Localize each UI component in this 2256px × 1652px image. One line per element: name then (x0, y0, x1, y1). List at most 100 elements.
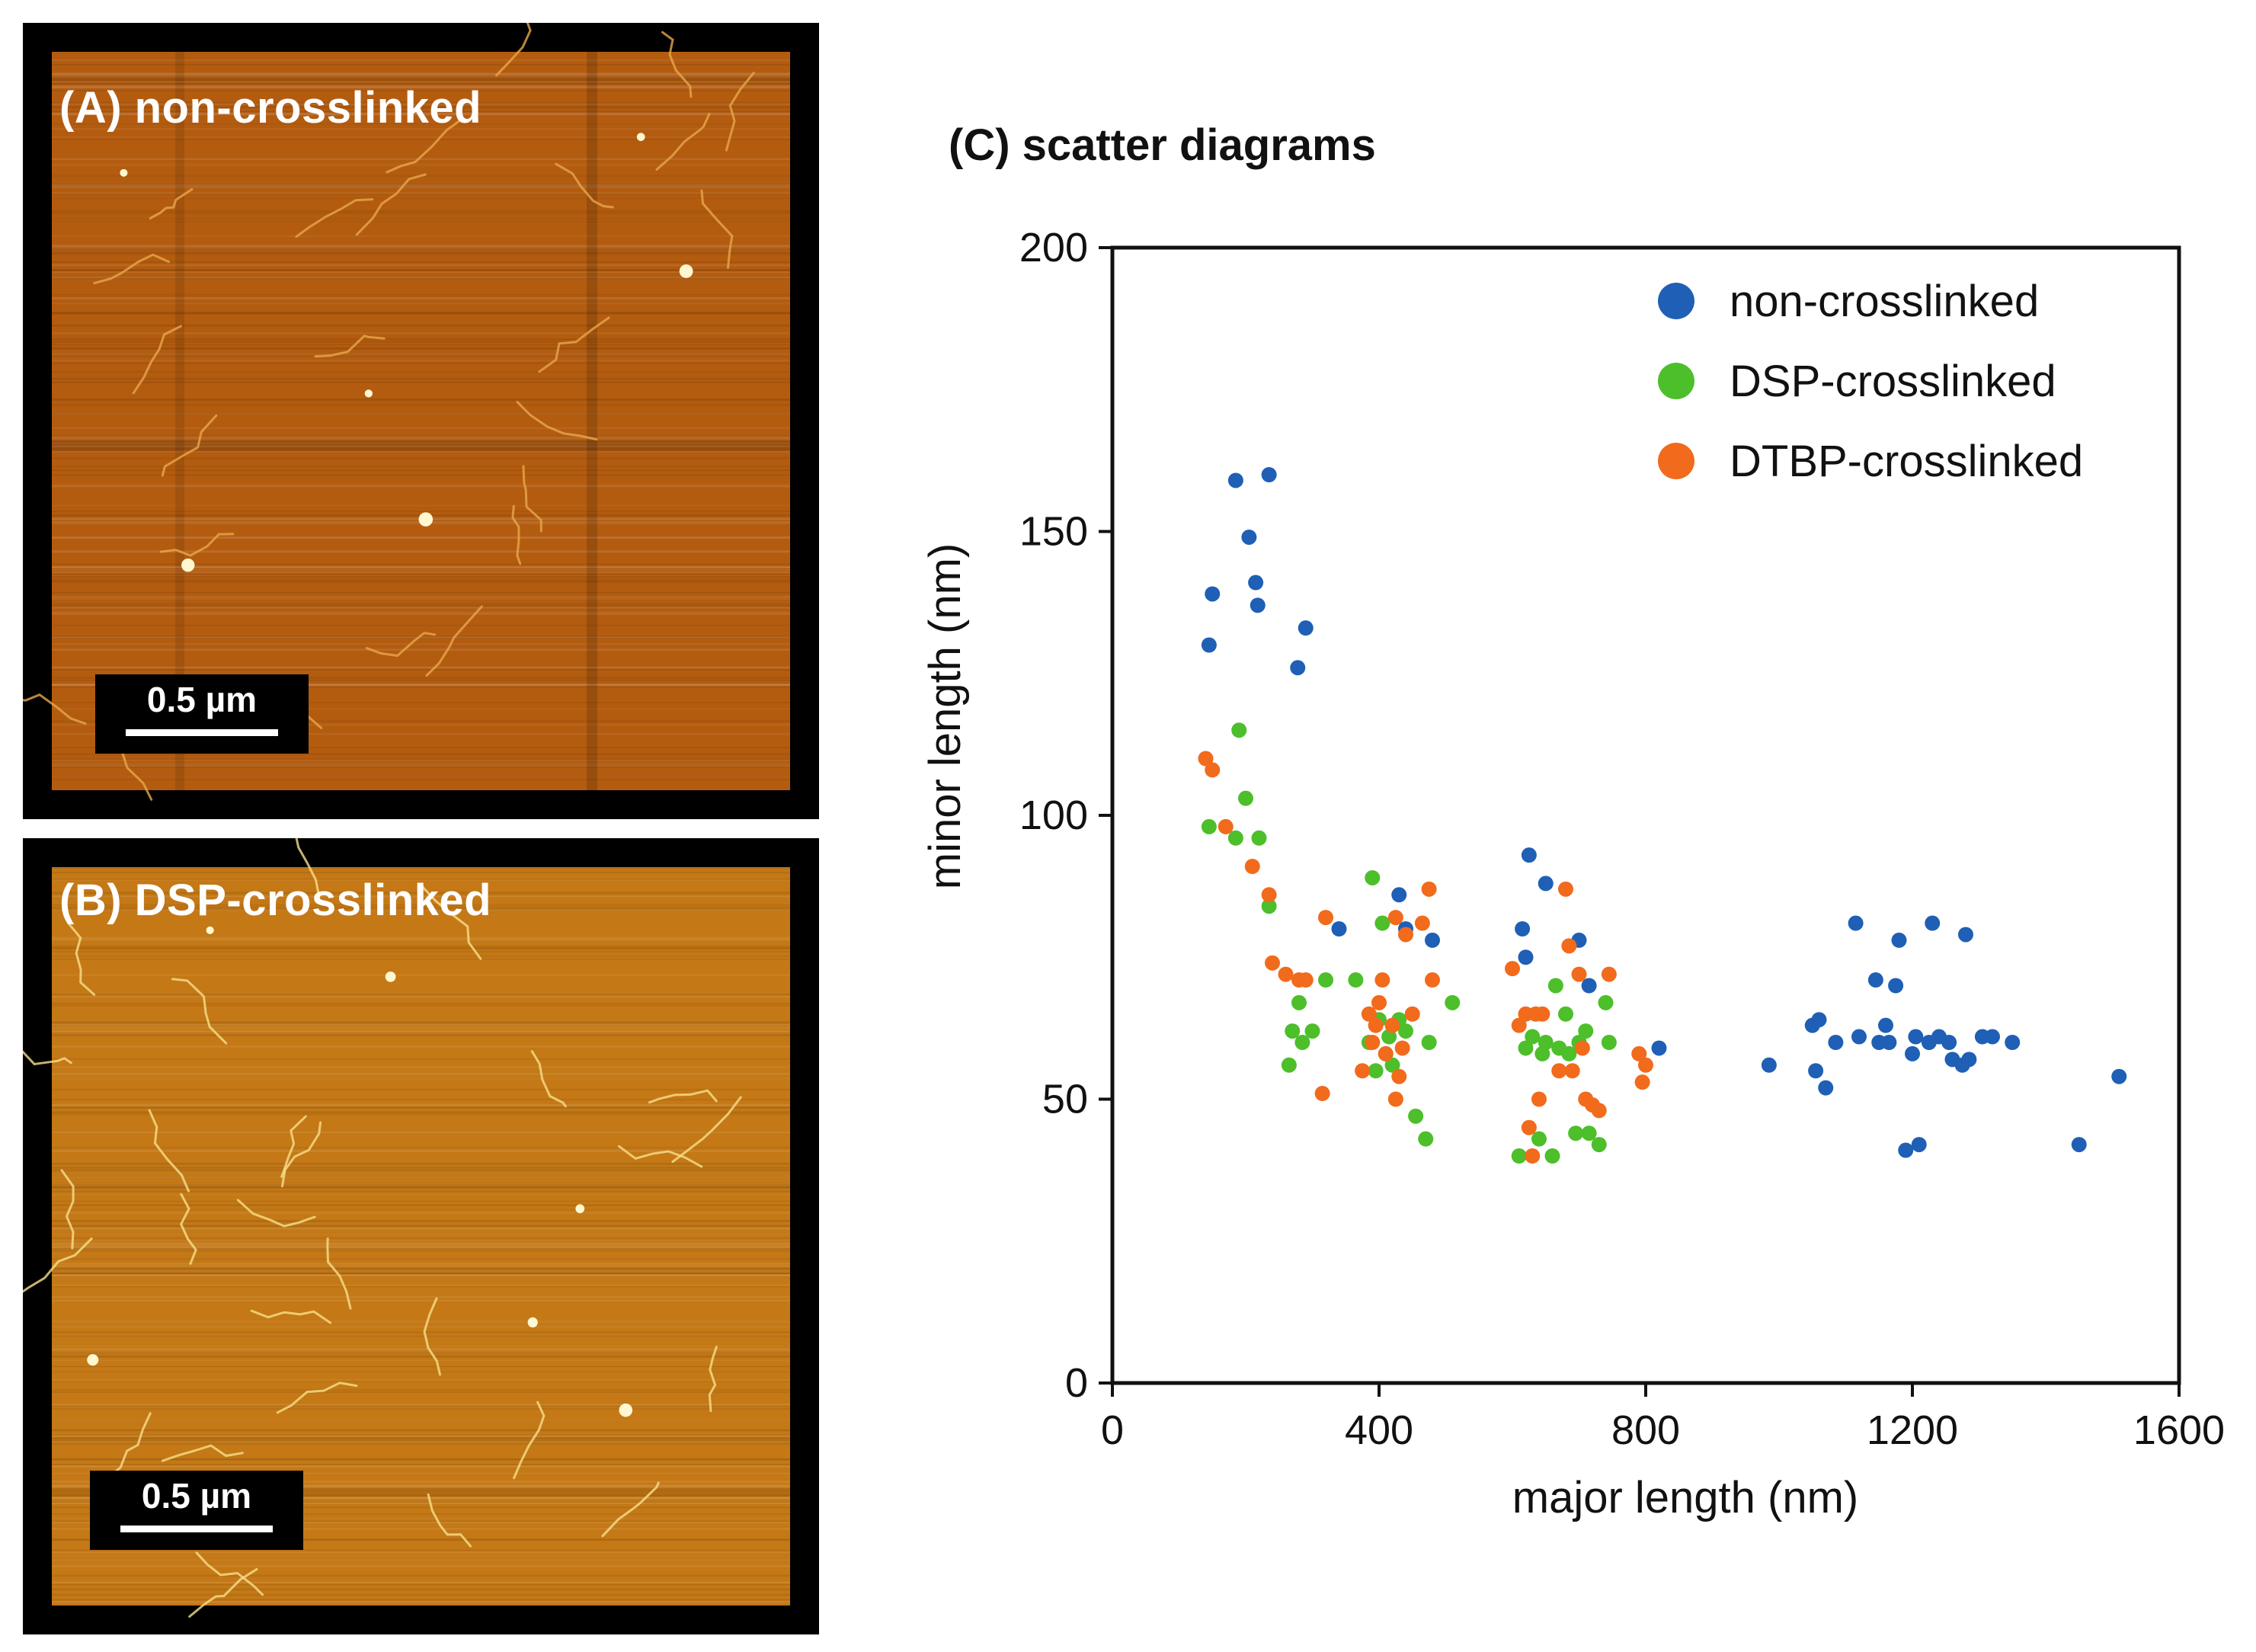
legend-label-non-crosslinked: non-crosslinked (1730, 277, 2039, 326)
data-point (1518, 949, 1534, 965)
legend-marker-DSP-crosslinked (1658, 363, 1694, 399)
data-point (1558, 881, 1573, 897)
chart-legend: non-crosslinked DSP-crosslinked DTBP-cross… (1658, 277, 2083, 486)
data-point (1561, 938, 1577, 954)
data-point (1201, 818, 1217, 834)
data-point (1398, 1023, 1413, 1039)
data-point (1251, 830, 1267, 846)
data-point (1285, 1023, 1301, 1039)
data-point (1250, 597, 1266, 613)
data-point (1908, 1029, 1924, 1045)
data-point (1505, 961, 1520, 977)
data-point (1398, 927, 1413, 943)
data-point (1571, 966, 1587, 982)
data-point (1198, 751, 1214, 767)
data-point (1547, 978, 1563, 994)
data-point (1925, 915, 1941, 931)
data-point (1261, 898, 1277, 914)
data-point (1445, 994, 1461, 1010)
data-point (1828, 1035, 1844, 1050)
x-tick-label: 1600 (2133, 1407, 2225, 1453)
legend-marker-non-crosslinked (1658, 283, 1694, 319)
data-point (1568, 1125, 1584, 1141)
data-point (1651, 1040, 1667, 1056)
scan-lines (52, 867, 790, 1603)
data-point (1374, 915, 1390, 931)
data-point (1298, 620, 1314, 636)
y-tick-label: 50 (1042, 1077, 1088, 1122)
data-point (1941, 1035, 1957, 1050)
afm-panel-b: (B) DSP-crosslinked 0.5 µm (23, 838, 819, 1634)
series-DSP-crosslinked (1201, 722, 1617, 1164)
scalebar-a: 0.5 µm (95, 674, 309, 754)
scatter-chart: (C) scatter diagrams 0 400 800 1200 1600 0 50 1… (920, 120, 2225, 1522)
data-point (1387, 1091, 1403, 1107)
data-point (2111, 1068, 2127, 1084)
data-point (1290, 660, 1306, 676)
data-point (1591, 1103, 1607, 1119)
y-tick-label: 200 (1019, 225, 1088, 271)
data-point (1634, 1074, 1650, 1090)
data-point (1365, 869, 1381, 885)
chart-title: (C) scatter diagrams (949, 120, 1376, 170)
data-point (1558, 1006, 1573, 1022)
data-point (1848, 915, 1864, 931)
data-point (1391, 1068, 1407, 1084)
x-tick-label: 0 (1101, 1407, 1124, 1453)
data-point (1534, 1006, 1550, 1022)
scatter-points (1198, 467, 2127, 1164)
data-point (1278, 966, 1294, 982)
data-point (1261, 887, 1277, 903)
data-point (1898, 1142, 1914, 1158)
data-point (1561, 1045, 1577, 1061)
y-tick-label: 100 (1019, 792, 1088, 838)
data-point (1291, 994, 1307, 1010)
data-point (1818, 1080, 1834, 1096)
data-point (1261, 467, 1277, 482)
data-point (1574, 1040, 1590, 1056)
data-point (1348, 972, 1364, 988)
data-point (1318, 972, 1333, 988)
data-point (1294, 1035, 1310, 1050)
data-point (1581, 978, 1597, 994)
data-point (1365, 1035, 1381, 1050)
data-point (1231, 722, 1247, 738)
data-point (1361, 1006, 1377, 1022)
series-non-crosslinked (1201, 467, 2127, 1158)
data-point (1421, 881, 1437, 897)
scalebar-a-line (126, 729, 278, 736)
data-point (1525, 1029, 1541, 1045)
y-tick-label: 0 (1065, 1360, 1088, 1406)
data-point (1538, 876, 1554, 892)
data-point (1404, 1006, 1420, 1022)
data-point (1761, 1057, 1777, 1073)
data-point (1958, 927, 1973, 943)
data-point (1518, 1040, 1534, 1056)
chart-axes (1110, 245, 2181, 1385)
data-point (1241, 529, 1257, 545)
data-point (1881, 1035, 1897, 1050)
data-point (1511, 1017, 1527, 1033)
data-point (1808, 1063, 1824, 1079)
data-point (1418, 1131, 1434, 1147)
data-point (1581, 1125, 1597, 1141)
data-point (1601, 966, 1617, 982)
data-point (1227, 830, 1243, 846)
y-axis-label: minor length (nm) (920, 543, 970, 889)
data-point (1425, 972, 1440, 988)
data-point (1304, 1023, 1320, 1039)
data-point (1891, 932, 1907, 948)
x-tick-label: 800 (1611, 1407, 1680, 1453)
data-point (1851, 1029, 1867, 1045)
data-point (1961, 1052, 1977, 1068)
molecule-strands (23, 838, 742, 1618)
data-point (1811, 1012, 1827, 1028)
scalebar-b: 0.5 µm (90, 1471, 303, 1550)
data-point (1421, 1035, 1437, 1050)
panel-a-title: (A) non-crosslinked (59, 83, 482, 133)
data-point (1911, 1137, 1927, 1153)
data-point (1525, 1148, 1541, 1164)
legend-label-DTBP-crosslinked: DTBP-crosslinked (1730, 437, 2083, 486)
data-point (1394, 1040, 1410, 1056)
data-point (1387, 910, 1403, 926)
